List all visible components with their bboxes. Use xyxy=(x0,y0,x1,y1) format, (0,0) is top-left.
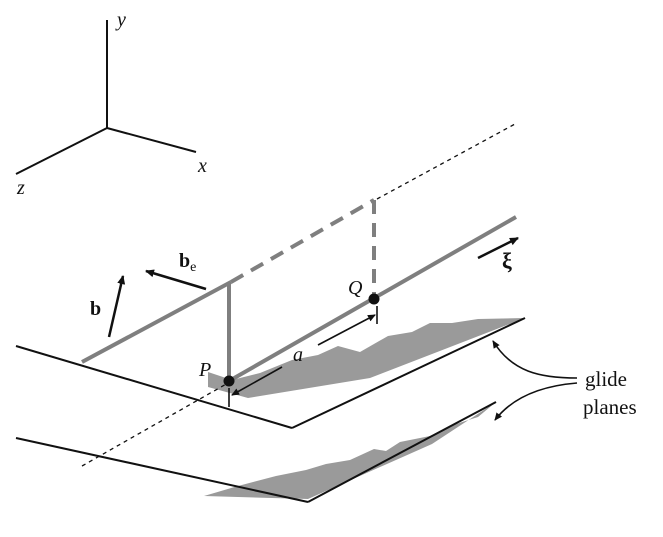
distance-indicator xyxy=(228,306,378,407)
burgers-edge-arrow xyxy=(145,269,207,291)
glide-planes-label-line1: glide xyxy=(585,367,627,391)
point-p xyxy=(223,375,235,387)
distance-arrow-left xyxy=(231,366,283,396)
z-axis-line xyxy=(15,127,108,175)
glide-planes-label-line2: planes xyxy=(583,395,637,419)
upper-dislocation-line-dashed xyxy=(230,198,375,284)
y-axis-label: y xyxy=(115,9,126,31)
line-direction-arrow xyxy=(477,236,519,260)
lower-dashed-line xyxy=(81,382,229,467)
upper-glide-slipped-region xyxy=(208,318,525,398)
burgers-edge-label: be xyxy=(179,250,196,275)
point-q xyxy=(368,293,380,305)
pointer-to-upper-plane xyxy=(492,340,578,379)
lower-plane-edge-left xyxy=(15,437,309,503)
glide-planes-pointers xyxy=(492,340,578,421)
lower-plane-edge-front xyxy=(307,401,497,503)
burgers-vector-arrow xyxy=(107,275,126,338)
coordinate-axes xyxy=(15,20,197,175)
upper-dislocation-line xyxy=(81,280,232,364)
x-axis-line xyxy=(106,127,197,153)
back-dashed-line xyxy=(376,123,516,200)
distance-label: a xyxy=(293,344,303,366)
construction-lines xyxy=(81,123,516,467)
burgers-edge-subscript: e xyxy=(190,260,196,275)
burgers-vector-label: b xyxy=(90,298,101,320)
lower-glide-slipped-region xyxy=(204,402,496,499)
x-axis-label: x xyxy=(197,155,207,177)
lower-glide-plane xyxy=(15,401,497,503)
z-axis-label: z xyxy=(16,177,25,199)
upper-glide-plane xyxy=(15,317,526,429)
burgers-edge-main: b xyxy=(179,250,190,272)
point-p-label: P xyxy=(198,359,211,381)
line-direction-label: ξ xyxy=(502,248,512,273)
upper-plane-edge-front xyxy=(291,317,526,429)
distance-arrow-right xyxy=(317,314,376,346)
upper-plane-edge-left xyxy=(15,345,293,429)
point-q-label: Q xyxy=(348,277,363,299)
pointer-to-lower-plane xyxy=(494,382,578,421)
